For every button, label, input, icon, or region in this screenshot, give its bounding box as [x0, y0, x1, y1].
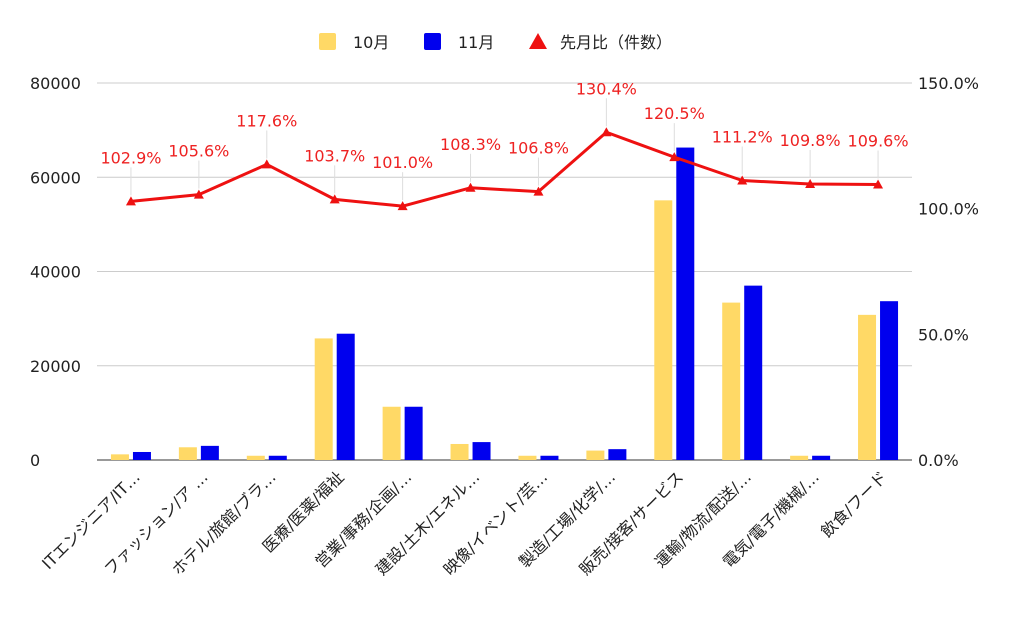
- bar-11月: [200, 445, 219, 460]
- bar-10月: [586, 450, 605, 460]
- right-tick-label: 150.0%: [918, 74, 979, 93]
- ratio-marker: [601, 127, 612, 137]
- ratio-marker: [397, 201, 408, 211]
- ratio-data-label: 111.2%: [712, 128, 773, 147]
- bar-10月: [790, 455, 809, 460]
- legend: 10月 11月 先月比（件数）: [319, 33, 672, 52]
- ratio-marker: [465, 182, 476, 192]
- right-tick-label: 100.0%: [918, 200, 979, 219]
- bar-10月: [518, 455, 537, 460]
- bar-11月: [880, 301, 899, 460]
- bar-10月: [314, 338, 333, 460]
- ratio-data-label: 109.8%: [780, 131, 841, 150]
- left-tick-label: 0: [30, 451, 40, 470]
- ratio-data-label: 109.6%: [848, 132, 909, 151]
- ratio-marker: [125, 196, 136, 206]
- bar-11月: [268, 455, 287, 460]
- left-tick-label: 20000: [30, 357, 81, 376]
- bar-10月: [654, 200, 673, 460]
- left-tick-label: 40000: [30, 263, 81, 282]
- legend-label-10月: 10月: [353, 33, 389, 52]
- bar-11月: [472, 442, 491, 460]
- ratio-marker: [805, 179, 816, 189]
- bar-10月: [246, 455, 265, 460]
- legend-swatch-11月: [424, 33, 441, 50]
- ratio-marker: [669, 152, 680, 162]
- left-tick-label: 80000: [30, 74, 81, 93]
- ratio-marker: [873, 179, 884, 189]
- bar-10月: [722, 302, 741, 460]
- ratio-marker: [533, 186, 544, 196]
- left-tick-label: 60000: [30, 168, 81, 187]
- bar-11月: [404, 406, 423, 460]
- right-tick-label: 50.0%: [918, 325, 969, 344]
- bar-11月: [608, 449, 627, 460]
- bar-10月: [450, 443, 469, 460]
- ratio-data-label: 117.6%: [236, 111, 297, 130]
- legend-marker-ratio: [529, 33, 547, 49]
- ratio-data-label: 101.0%: [372, 153, 433, 172]
- bar-11月: [676, 147, 695, 460]
- category-label: 飲食/フード: [817, 467, 891, 541]
- right-tick-label: 0.0%: [918, 451, 959, 470]
- bar-10月: [110, 454, 129, 460]
- ratio-marker: [329, 194, 340, 204]
- ratio-data-label: 130.4%: [576, 79, 637, 98]
- bar-11月: [812, 455, 831, 460]
- ratio-data-label: 103.7%: [304, 146, 365, 165]
- category-labels: ITエンジニア/IT…ファッション/ア …ホテル/旅館/ブラ…医療/医薬/福祉営…: [38, 467, 891, 579]
- gridlines: [97, 82, 912, 461]
- ratio-data-label: 108.3%: [440, 135, 501, 154]
- bar-10月: [858, 314, 877, 460]
- ratio-marker: [261, 159, 272, 169]
- ratio-data-label: 105.6%: [168, 142, 229, 161]
- bar-10月: [178, 447, 197, 460]
- legend-swatch-10月: [319, 33, 336, 50]
- bar-11月: [132, 451, 151, 460]
- ratio-data-label: 106.8%: [508, 139, 569, 158]
- bar-11月: [336, 333, 355, 460]
- bars: [110, 147, 899, 460]
- legend-label-11月: 11月: [458, 33, 494, 52]
- ratio-data-label: 102.9%: [100, 148, 161, 167]
- bar-11月: [744, 285, 763, 460]
- bar-10月: [382, 406, 401, 460]
- legend-label-ratio: 先月比（件数）: [560, 33, 672, 52]
- right-y-axis: 0.0% 50.0% 100.0% 150.0%: [918, 74, 979, 470]
- ratio-marker: [193, 189, 204, 199]
- ratio-data-label: 120.5%: [644, 104, 705, 123]
- ratio-line: 102.9% 105.6% 117.6% 103.7% 101.0% 108.3% 106.…: [100, 79, 909, 211]
- ratio-marker: [737, 175, 748, 185]
- left-y-axis: 0 20000 40000 60000 80000: [30, 74, 81, 470]
- ratio-polyline: [130, 130, 879, 208]
- bar-11月: [540, 455, 559, 460]
